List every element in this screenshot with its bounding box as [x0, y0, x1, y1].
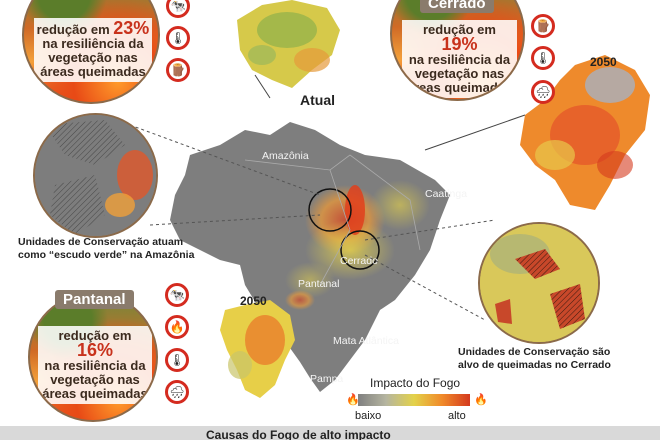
- region-label-pampa: Pampa: [310, 373, 344, 385]
- resilience-text-box: redução em 23% na resiliência da vegetaç…: [34, 18, 152, 82]
- cerrado-2050-map: [520, 55, 650, 210]
- amazon-uc-detail-circle: [33, 113, 158, 238]
- cerrado-title: Cerrado: [420, 0, 494, 13]
- pantanal-title: Pantanal: [55, 290, 134, 309]
- reduction-prefix: redução em: [58, 328, 132, 343]
- resilience-circle-pantanal: redução em 16% na resiliência da vegetaç…: [28, 292, 158, 422]
- fire-icon: 🔥: [165, 315, 189, 339]
- resilience-circle-top-left: redução em 23% na resiliência da vegetaç…: [22, 0, 160, 104]
- legend-high-icon: 🔥: [474, 394, 488, 406]
- legend-low-label: baixo: [355, 410, 382, 422]
- region-label-amazonia: Amazônia: [262, 150, 309, 162]
- reduction-text: na resiliência da vegetação nas áreas qu…: [406, 52, 513, 95]
- cerrado-uc-detail-map: [480, 224, 598, 342]
- reduction-percent: 19%: [441, 34, 478, 54]
- amazon-uc-detail-map: [35, 115, 156, 236]
- reduction-prefix: redução em: [36, 22, 110, 37]
- reduction-percent: 16%: [76, 340, 114, 360]
- reduction-percent: 23%: [113, 18, 150, 38]
- deforestation-icon: 🪵: [166, 58, 190, 82]
- brazil-map: [170, 122, 450, 392]
- resilience-circle-cerrado: redução em 19% na resiliência da vegetaç…: [390, 0, 525, 101]
- temperature-up-icon: 🌡: [531, 46, 555, 70]
- resilience-text-box: redução em 16% na resiliência da vegetaç…: [38, 326, 152, 404]
- map-current-label: Atual: [300, 92, 335, 108]
- drought-rain-icon: 🌧: [531, 80, 555, 104]
- resilience-text-box: redução em 19% na resiliência da vegetaç…: [402, 20, 517, 98]
- cerrado-uc-detail-circle: [478, 222, 600, 344]
- region-label-pantanal: Pantanal: [298, 278, 340, 290]
- footer-title: Causas do Fogo de alto impacto: [206, 428, 391, 440]
- year-label-left: 2050: [240, 294, 267, 308]
- legend-low-icon: 🔥: [346, 394, 360, 406]
- cattle-icon: 🐄: [165, 283, 189, 307]
- region-label-caatinga: Caatinga: [425, 188, 468, 200]
- legend-gradient-bar: [358, 394, 470, 406]
- year-label-right: 2050: [590, 55, 617, 69]
- region-label-mata-atlantica: Mata Atlântica: [333, 335, 399, 347]
- legend-high-label: alto: [448, 410, 466, 422]
- reduction-prefix: redução em: [423, 22, 496, 37]
- cattle-icon: 🐄: [166, 0, 190, 18]
- pantanal-2050-map: [220, 300, 295, 398]
- deforestation-icon: 🪵: [531, 14, 555, 38]
- temperature-up-icon: 🌡: [165, 348, 189, 372]
- amazon-uc-caption: Unidades de Conservação atuam como “escu…: [18, 236, 195, 261]
- temperature-up-icon: 🌡: [166, 26, 190, 50]
- footer-bar: [0, 426, 660, 440]
- reduction-text: na resiliência da vegetação nas áreas qu…: [42, 358, 148, 401]
- region-label-cerrado: Cerrado: [340, 255, 378, 267]
- amazon-inset-map: [237, 0, 340, 88]
- reduction-text: na resiliência da vegetação nas áreas qu…: [40, 36, 146, 79]
- cerrado-uc-caption: Unidades de Conservação são alvo de quei…: [458, 346, 611, 371]
- legend-title: Impacto do Fogo: [370, 376, 461, 390]
- drought-rain-icon: 🌧: [165, 380, 189, 404]
